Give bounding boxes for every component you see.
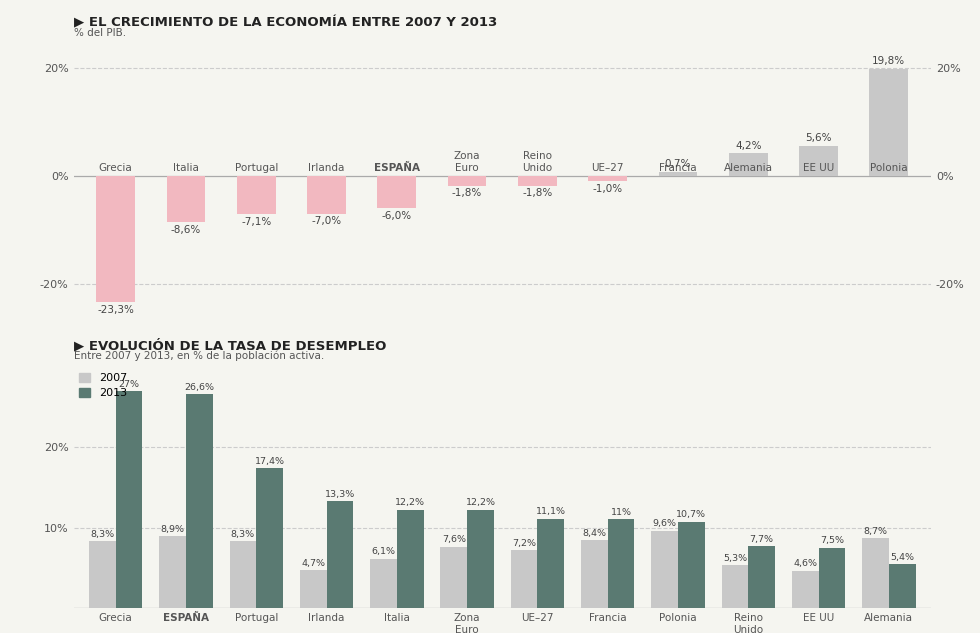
Text: 7,2%: 7,2% (512, 539, 536, 548)
Text: 8,7%: 8,7% (863, 527, 888, 536)
Bar (300, 570, 326, 608)
Bar (440, 547, 467, 608)
Bar (749, 546, 775, 608)
Bar (237, 176, 275, 215)
Bar (862, 538, 889, 608)
Text: 6,1%: 6,1% (371, 548, 396, 556)
Bar (229, 541, 256, 608)
Bar (370, 559, 397, 608)
Text: 26,6%: 26,6% (184, 383, 215, 392)
Text: 11,1%: 11,1% (536, 507, 565, 517)
Bar (159, 536, 186, 608)
Bar (818, 548, 846, 608)
Text: 7,7%: 7,7% (750, 534, 773, 544)
Bar (518, 176, 557, 185)
Bar (96, 176, 135, 302)
Text: -8,6%: -8,6% (171, 225, 201, 235)
Text: 5,4%: 5,4% (890, 553, 914, 562)
Bar (326, 501, 353, 608)
Bar (186, 394, 213, 608)
Text: 7,6%: 7,6% (442, 536, 466, 544)
Bar (89, 541, 116, 608)
Text: Italia: Italia (173, 163, 199, 173)
Bar (652, 530, 678, 608)
Text: Grecia: Grecia (99, 163, 132, 173)
Text: -23,3%: -23,3% (97, 304, 134, 315)
Bar (588, 176, 627, 181)
Bar (256, 468, 283, 608)
Text: -6,0%: -6,0% (382, 211, 412, 221)
Text: 8,9%: 8,9% (161, 525, 184, 534)
Text: Entre 2007 y 2013, en % de la población activa.: Entre 2007 y 2013, en % de la población … (74, 350, 323, 361)
Text: % del PIB.: % del PIB. (74, 28, 125, 39)
Text: 4,6%: 4,6% (793, 560, 817, 568)
Bar (608, 520, 634, 608)
Text: Alemania: Alemania (724, 163, 773, 173)
Bar (167, 176, 205, 222)
Text: ESPAÑA: ESPAÑA (373, 163, 419, 173)
Text: -7,0%: -7,0% (312, 216, 342, 227)
Bar (721, 565, 749, 608)
Text: -1,0%: -1,0% (593, 184, 622, 194)
Text: ▶ EVOLUCIÓN DE LA TASA DE DESEMPLEO: ▶ EVOLUCIÓN DE LA TASA DE DESEMPLEO (74, 339, 386, 352)
Text: EE UU: EE UU (803, 163, 834, 173)
Bar (467, 510, 494, 608)
Text: Zona
Euro: Zona Euro (454, 151, 480, 173)
Bar (792, 571, 818, 608)
Text: 17,4%: 17,4% (255, 457, 284, 466)
Text: 7,5%: 7,5% (820, 536, 844, 545)
Text: 5,3%: 5,3% (723, 554, 747, 563)
Text: Francia: Francia (660, 163, 697, 173)
Text: -1,8%: -1,8% (522, 189, 553, 198)
Text: -1,8%: -1,8% (452, 189, 482, 198)
Text: 9,6%: 9,6% (653, 519, 676, 529)
Bar (659, 172, 698, 176)
Bar (889, 565, 915, 608)
Text: Polonia: Polonia (870, 163, 907, 173)
Text: 8,3%: 8,3% (231, 530, 255, 539)
Text: 12,2%: 12,2% (466, 498, 496, 508)
Bar (116, 391, 142, 608)
Bar (511, 550, 537, 608)
Text: 5,6%: 5,6% (806, 133, 832, 143)
Text: 13,3%: 13,3% (324, 490, 355, 499)
Bar (377, 176, 416, 208)
Bar (729, 153, 767, 176)
Bar (678, 522, 705, 608)
Text: Irlanda: Irlanda (309, 163, 345, 173)
Text: 10,7%: 10,7% (676, 510, 707, 520)
Text: 4,7%: 4,7% (301, 558, 325, 568)
Legend: 2007, 2013: 2007, 2013 (79, 373, 127, 398)
Bar (397, 510, 423, 608)
Text: 8,3%: 8,3% (90, 530, 115, 539)
Text: UE–27: UE–27 (592, 163, 624, 173)
Bar (581, 541, 608, 608)
Bar (307, 176, 346, 214)
Bar (537, 518, 564, 608)
Text: Reino
Unido: Reino Unido (522, 151, 553, 173)
Text: 27%: 27% (119, 380, 139, 389)
Text: Portugal: Portugal (234, 163, 278, 173)
Bar (800, 146, 838, 176)
Text: -7,1%: -7,1% (241, 217, 271, 227)
Bar (869, 69, 908, 176)
Text: 12,2%: 12,2% (395, 498, 425, 508)
Text: 4,2%: 4,2% (735, 141, 761, 151)
Text: 19,8%: 19,8% (872, 56, 906, 66)
Bar (448, 176, 486, 185)
Text: 11%: 11% (611, 508, 631, 517)
Text: 8,4%: 8,4% (582, 529, 607, 538)
Text: 0,7%: 0,7% (664, 160, 691, 170)
Text: ▶ EL CRECIMIENTO DE LA ECONOMÍA ENTRE 2007 Y 2013: ▶ EL CRECIMIENTO DE LA ECONOMÍA ENTRE 20… (74, 16, 497, 29)
